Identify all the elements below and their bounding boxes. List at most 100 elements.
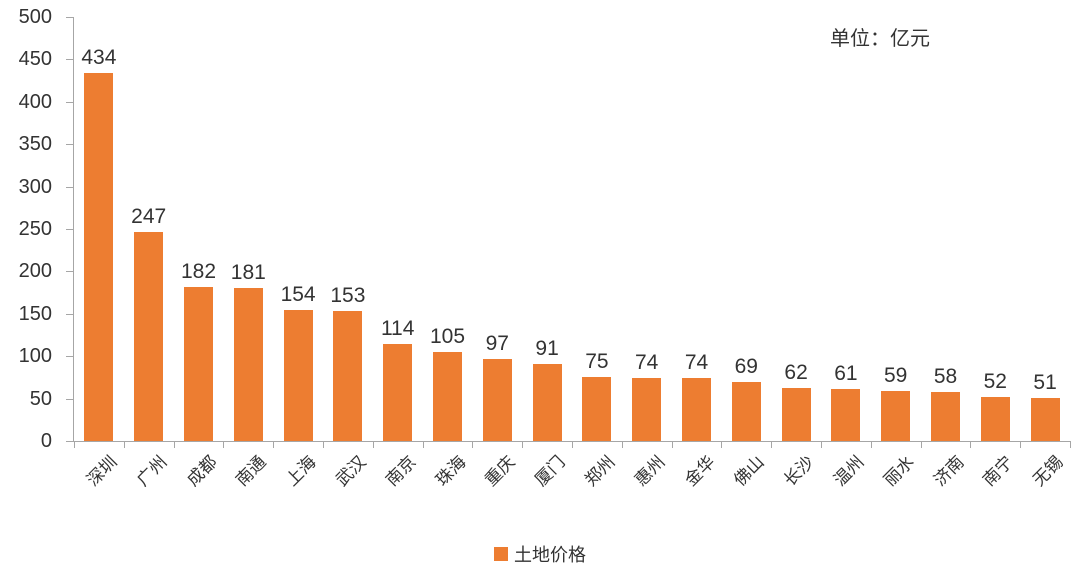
x-axis-category-label: 成都 (182, 452, 221, 490)
bar (383, 344, 413, 441)
y-axis-tick (66, 186, 73, 188)
x-axis-tick (173, 442, 175, 448)
x-axis-category-label: 济南 (929, 452, 968, 490)
y-axis-label: 400 (18, 90, 52, 113)
bar (333, 311, 363, 441)
bar (233, 287, 263, 441)
bar (482, 358, 512, 441)
y-axis-label: 450 (18, 48, 52, 71)
bar-value-label: 105 (429, 324, 466, 348)
bar (980, 396, 1010, 441)
x-axis-category-label: 温州 (830, 452, 868, 490)
x-axis-tick (721, 442, 723, 448)
x-axis-category-label: 上海 (282, 452, 320, 490)
bar (682, 378, 711, 441)
y-axis-tick (66, 356, 73, 358)
unit-label: 单位：亿元 (830, 28, 930, 50)
y-axis-line (73, 17, 74, 442)
y-axis-label: 350 (18, 133, 52, 156)
bar-value-label: 61 (834, 362, 858, 386)
y-axis-tick (66, 144, 73, 146)
y-axis-tick (66, 101, 73, 103)
y-axis-label: 150 (18, 302, 52, 325)
x-axis-tick (422, 442, 424, 448)
bar-value-label: 75 (585, 350, 609, 374)
x-axis-tick (74, 442, 75, 448)
y-axis-label: 500 (18, 6, 52, 28)
y-axis-label: 300 (18, 175, 52, 198)
y-axis-tick (66, 17, 73, 18)
y-axis-label: 250 (18, 218, 52, 240)
bar (184, 286, 213, 441)
x-axis-tick (920, 442, 922, 448)
x-axis-category-label: 武汉 (332, 452, 370, 490)
bar (283, 310, 313, 441)
bar (731, 382, 761, 441)
y-axis-tick (66, 441, 73, 442)
x-axis-category-label: 惠州 (630, 452, 669, 490)
x-axis-tick (771, 442, 773, 448)
x-axis-tick (323, 442, 324, 448)
y-axis-tick (66, 398, 73, 400)
bar-value-label: 58 (933, 364, 958, 388)
x-axis-line (73, 441, 1071, 442)
x-axis-tick (621, 442, 623, 448)
bar (134, 231, 164, 441)
x-axis-category-label: 无锡 (1029, 452, 1067, 490)
bar-value-label: 434 (81, 45, 117, 69)
x-axis-category-label: 广州 (132, 452, 171, 490)
bar (1030, 397, 1060, 441)
bar-value-label: 97 (485, 331, 509, 355)
bar-value-label: 74 (635, 351, 659, 375)
bar-value-label: 182 (180, 259, 217, 283)
bar-value-label: 51 (1033, 370, 1057, 394)
y-axis-label: 0 (40, 430, 52, 452)
bar (831, 389, 861, 441)
x-axis-category-label: 金华 (680, 452, 719, 490)
bar-value-label: 153 (330, 284, 366, 308)
bar-value-label: 154 (280, 283, 316, 307)
x-axis-tick (821, 442, 822, 448)
x-axis-category-label: 南宁 (979, 452, 1018, 490)
bar-value-label: 114 (380, 317, 415, 341)
legend-swatch-icon (494, 547, 508, 561)
x-axis-tick (970, 442, 972, 448)
bar (433, 351, 462, 441)
x-axis-category-label: 丽水 (879, 452, 918, 490)
bar (532, 363, 562, 441)
x-axis-tick (572, 442, 573, 448)
bar-value-label: 247 (131, 204, 167, 228)
x-axis-category-label: 佛山 (730, 452, 769, 490)
x-axis-category-label: 重庆 (481, 452, 520, 490)
y-axis-tick (66, 313, 73, 315)
x-axis-category-label: 郑州 (581, 452, 619, 490)
y-axis-label: 50 (29, 387, 52, 410)
x-axis-tick (671, 442, 673, 448)
x-axis-tick (472, 442, 474, 448)
x-axis-tick (273, 442, 275, 448)
bar (781, 388, 811, 441)
x-axis-tick (223, 442, 225, 448)
x-axis-category-label: 深圳 (83, 452, 121, 490)
y-axis-tick (66, 271, 73, 273)
legend-label: 土地价格 (514, 545, 586, 565)
bar-value-label: 62 (784, 361, 808, 385)
bar (582, 377, 612, 441)
y-axis-label: 200 (18, 260, 52, 283)
x-axis-category-label: 厦门 (531, 452, 569, 490)
x-axis-tick (1020, 442, 1022, 448)
x-axis-category-label: 南通 (232, 452, 271, 490)
x-axis-tick (522, 442, 524, 448)
bar (632, 378, 662, 441)
x-axis-category-label: 珠海 (431, 452, 470, 490)
y-axis-label: 100 (18, 345, 52, 368)
bar (931, 391, 960, 441)
legend: 土地价格 (0, 541, 1080, 567)
bar-value-label: 74 (684, 351, 709, 375)
y-axis-tick (66, 229, 73, 230)
x-axis-category-label: 长沙 (780, 452, 818, 490)
bar-value-label: 59 (884, 363, 908, 387)
bar-value-label: 52 (983, 369, 1007, 393)
x-axis-tick (1070, 442, 1071, 448)
